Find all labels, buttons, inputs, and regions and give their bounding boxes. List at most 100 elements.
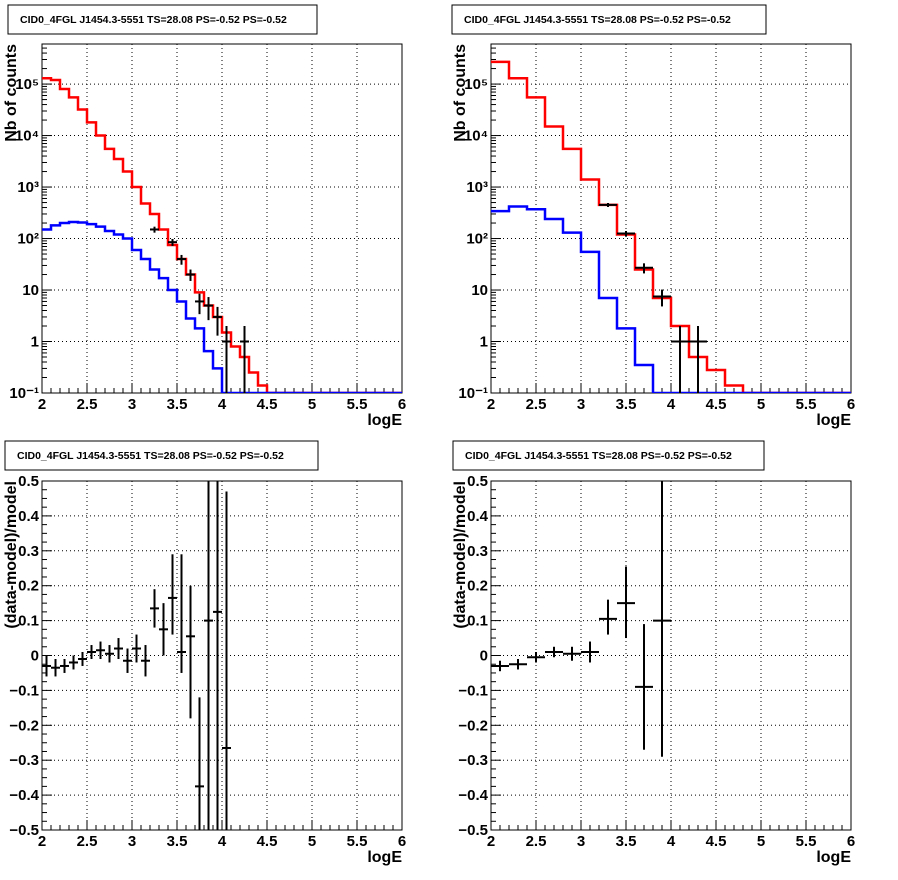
y-tick-label: 10⁻¹ (9, 385, 39, 402)
x-tick-label: 5 (757, 396, 765, 413)
data-point (168, 554, 177, 635)
data-point (195, 697, 204, 830)
y-tick-label: −0.3 (458, 752, 488, 769)
x-tick-label: 4 (218, 833, 227, 850)
data-point (186, 269, 195, 281)
chart-title-box: CID0_4FGL J1454.3-5551 TS=28.08 PS=-0.52… (4, 440, 319, 471)
title-frame (452, 440, 765, 471)
data-point (599, 202, 617, 207)
y-tick-label: 0.1 (18, 613, 39, 630)
model-total-histogram (42, 76, 402, 393)
y-tick-label: 10 (22, 282, 39, 299)
y-tick-label: 10⁻¹ (458, 385, 488, 402)
data-point (222, 326, 231, 393)
chart-title: CID0_4FGL J1454.3-5551 TS=28.08 PS=-0.52… (464, 14, 731, 26)
x-tick-label: 3 (577, 833, 585, 850)
x-tick-label: 5 (308, 396, 316, 413)
data-points (150, 226, 249, 393)
x-axis-label: logE (367, 849, 402, 866)
data-point (141, 645, 150, 677)
data-point (123, 648, 132, 673)
x-tick-label: 4.5 (706, 396, 727, 413)
data-point (195, 293, 204, 315)
y-tick-label: 0.3 (18, 543, 39, 560)
y-tick-label: 1 (480, 334, 488, 351)
y-tick-label: 1 (31, 334, 39, 351)
x-tick-label: 3.5 (167, 396, 188, 413)
data-point (671, 326, 689, 393)
y-tick-label: 0.2 (18, 578, 39, 595)
x-axis-ticks: 2 2.5 3 3.5 4 4.5 5 5.5 6 (487, 383, 855, 413)
y-tick-label: 0.1 (467, 613, 488, 630)
x-tick-label: 5 (308, 833, 316, 850)
y-tick-label: −0.5 (9, 822, 39, 839)
chart-title-box: CID0_4FGL J1454.3-5551 TS=28.08 PS=-0.52… (452, 440, 765, 471)
data-point (635, 624, 653, 750)
x-tick-label: 2.5 (526, 396, 547, 413)
x-axis-label: logE (367, 412, 402, 429)
y-tick-label: 10⁵ (464, 76, 488, 93)
x-axis-label: logE (816, 412, 851, 429)
model-total-histogram (491, 60, 851, 393)
x-tick-label: 4.5 (257, 396, 278, 413)
data-point (213, 481, 222, 830)
data-point (653, 289, 671, 307)
y-axis-label: Nb of counts (452, 44, 469, 142)
chart-panel-4: 2 2.5 3 3.5 4 4.5 5 5.5 6 −0.5 −0.4 −0.3 −0.2 −0.1 0 0.… (452, 440, 855, 866)
y-tick-label: 10⁴ (464, 128, 488, 145)
data-points (599, 202, 707, 393)
data-point (150, 589, 159, 628)
x-tick-label: 4 (667, 833, 676, 850)
x-tick-label: 2.5 (77, 396, 98, 413)
x-tick-label: 4 (667, 396, 676, 413)
x-tick-label: 2 (38, 833, 46, 850)
x-tick-label: 5.5 (347, 396, 368, 413)
data-point (42, 655, 51, 677)
y-tick-label: −0.2 (9, 717, 39, 734)
data-point (204, 297, 213, 321)
data-point (60, 658, 69, 673)
y-tick-label: 0.4 (467, 508, 489, 525)
y-tick-label: 10 (471, 282, 488, 299)
x-axis-ticks: 2 2.5 3 3.5 4 4.5 5 5.5 6 (38, 383, 406, 413)
y-tick-label: 0.2 (467, 578, 488, 595)
data-point (617, 566, 635, 639)
x-tick-label: 5 (757, 833, 765, 850)
model-source-histogram (491, 205, 851, 393)
x-tick-label: 5.5 (347, 833, 368, 850)
y-tick-label: −0.3 (9, 752, 39, 769)
data-point (563, 646, 581, 661)
data-point (204, 481, 213, 830)
chart-title: CID0_4FGL J1454.3-5551 TS=28.08 PS=-0.52… (465, 450, 732, 462)
data-point (581, 641, 599, 663)
y-tick-label: −0.2 (458, 717, 488, 734)
x-tick-label: 6 (847, 396, 855, 413)
x-tick-label: 4 (218, 396, 227, 413)
data-point (96, 641, 105, 659)
y-tick-label: −0.1 (9, 682, 39, 699)
data-points (42, 481, 231, 830)
chart-panel-1: 2 2.5 3 3.5 4 4.5 5 5.5 6 10⁻¹ 1 10 10² 10³ 10⁴ 10⁵ logE… (3, 4, 406, 429)
data-point (599, 599, 617, 635)
y-axis-ticks: −0.5 −0.4 −0.3 −0.2 −0.1 0 0.1 0.2 0.3 0.4 0.5 (458, 473, 501, 839)
data-point (689, 326, 707, 393)
data-point (617, 231, 635, 237)
data-points (491, 481, 671, 757)
x-tick-label: 2 (487, 396, 495, 413)
data-point (635, 263, 653, 274)
y-tick-label: 10³ (17, 179, 39, 196)
y-tick-label: 0.5 (18, 473, 39, 490)
data-point (177, 254, 186, 265)
y-tick-label: 10² (17, 231, 39, 248)
data-point (132, 634, 141, 663)
x-tick-label: 3.5 (167, 833, 188, 850)
x-tick-label: 2 (38, 396, 46, 413)
data-point (150, 226, 159, 233)
x-tick-label: 6 (398, 833, 406, 850)
y-tick-label: 10⁴ (15, 128, 39, 145)
chart-panel-3: 2 2.5 3 3.5 4 4.5 5 5.5 6 −0.5 −0.4 −0.3 −0.2 −0.1 0 0.… (3, 440, 406, 866)
x-tick-label: 4.5 (706, 833, 727, 850)
y-tick-label: 0 (480, 648, 488, 665)
x-tick-label: 6 (398, 396, 406, 413)
